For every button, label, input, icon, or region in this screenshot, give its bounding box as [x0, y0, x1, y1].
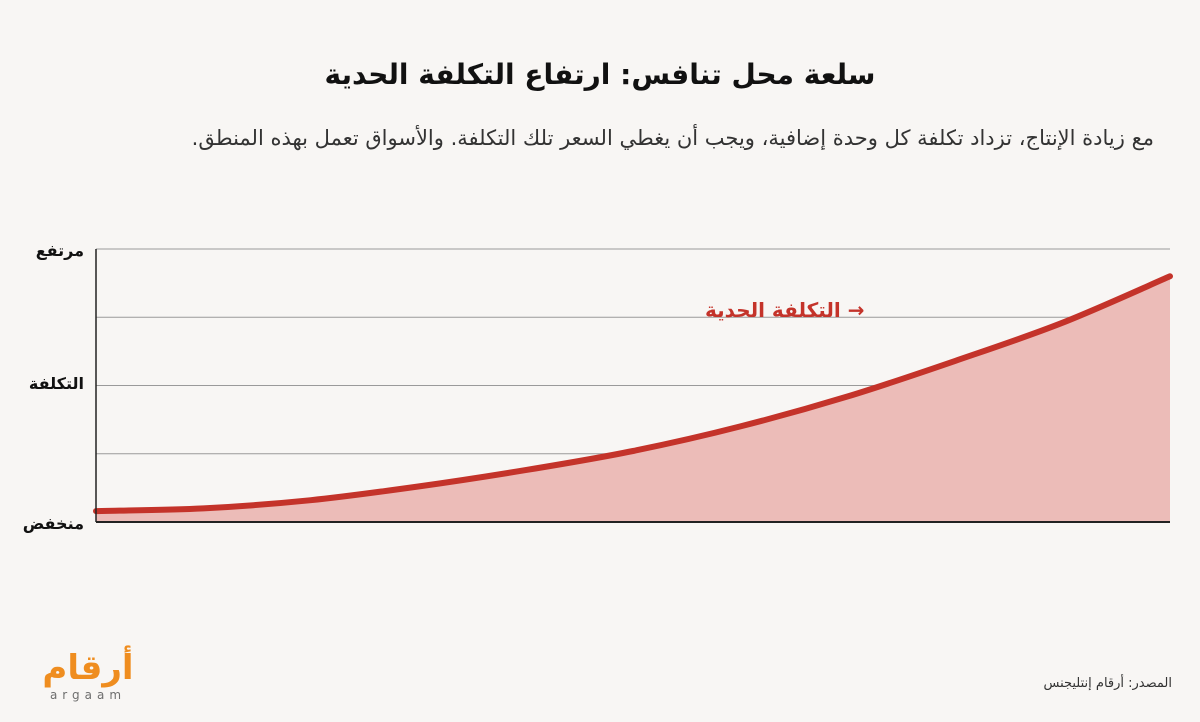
series-line — [93, 273, 1173, 515]
logo-arabic: أرقام — [42, 648, 134, 688]
chart-title: سلعة محل تنافس: ارتفاع التكلفة الحدية — [324, 58, 876, 91]
y-tick-label-low: منخفض — [23, 514, 84, 533]
source-note: المصدر: أرقام إنتليجنس — [1043, 676, 1173, 691]
y-axis-label: التكلفة — [29, 374, 84, 393]
argaam-logo: أرقام argaam — [28, 648, 148, 704]
area-fill — [96, 276, 1170, 522]
y-tick-label-high: مرتفع — [36, 241, 84, 260]
logo-latin: argaam — [49, 688, 127, 702]
series-label: → التكلفة الحدية — [705, 298, 865, 322]
chart-subtitle: مع زيادة الإنتاج، تزداد تكلفة كل وحدة إض… — [191, 126, 1154, 150]
